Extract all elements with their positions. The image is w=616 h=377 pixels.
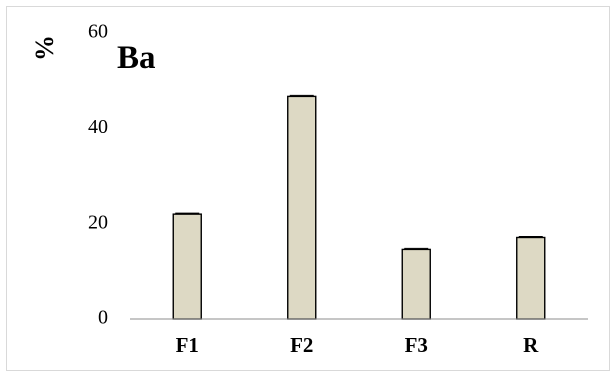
bar-r [516, 236, 546, 320]
x-tick-label: F3 [405, 333, 428, 357]
x-tick-label: F2 [290, 333, 313, 357]
y-tick-label: 60 [88, 21, 108, 43]
x-tick-label: R [523, 333, 539, 357]
x-axis-labels: F1 F2 F3 R [176, 333, 540, 357]
y-tick-label: 20 [88, 211, 108, 233]
y-tick-label: 0 [98, 307, 108, 329]
bar-f3 [401, 248, 431, 320]
bars [172, 94, 546, 320]
y-axis-label: % [30, 35, 59, 61]
y-axis-ticks: 0 20 40 60 [88, 21, 108, 329]
chart-title: Ba [117, 40, 156, 76]
x-tick-label: F1 [176, 333, 199, 357]
y-tick-label: 40 [88, 116, 108, 138]
bar-f2 [287, 95, 317, 320]
bar-f1 [172, 213, 202, 320]
